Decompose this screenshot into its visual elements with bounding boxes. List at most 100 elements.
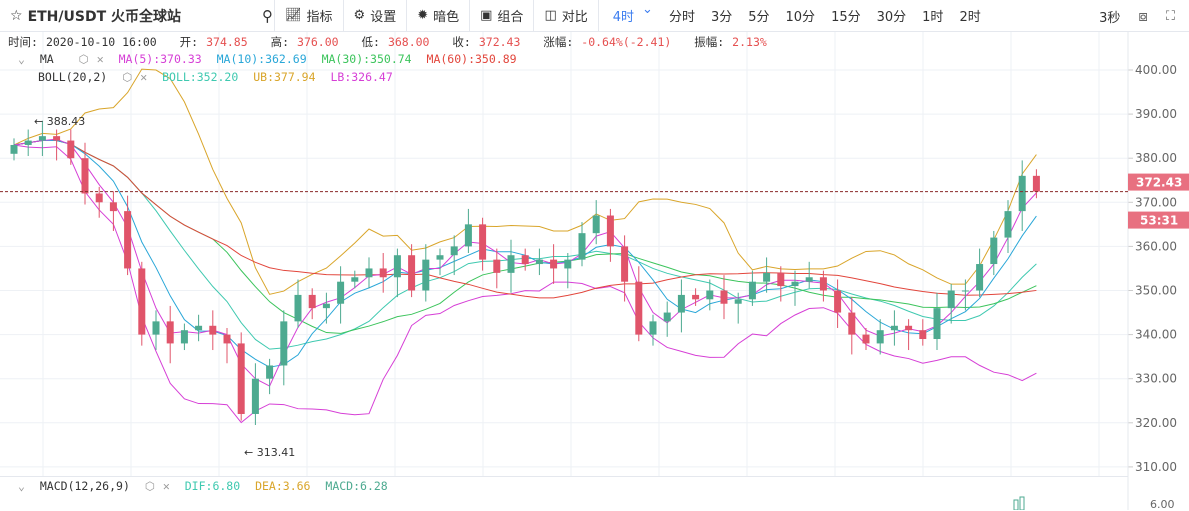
search-button[interactable]: ⚲	[262, 0, 275, 32]
close-icon[interactable]: ✕	[96, 52, 104, 66]
symbol-title[interactable]: ☆ ETH/USDT 火币全球站	[10, 7, 182, 25]
candle-body	[933, 308, 941, 340]
period-tab[interactable]: 分时	[668, 10, 695, 25]
boll-upper-line	[13, 68, 1037, 295]
period-tab[interactable]: 4时	[612, 10, 635, 25]
chevron-down-icon[interactable]: ⌄	[642, 2, 653, 17]
candle-body	[450, 246, 458, 256]
candle-body	[38, 136, 46, 141]
candle-body	[209, 325, 217, 335]
y-tick-label: 320.00	[1135, 416, 1177, 430]
ma60-line	[13, 140, 1037, 299]
amplitude-value: 2.13%	[732, 35, 767, 49]
candle-body	[53, 136, 61, 141]
candle-body	[408, 255, 416, 291]
candlestick-chart[interactable]: ← 388.43 ← 313.41 372.43 53:31 310.00 320.00 3…	[0, 32, 1189, 510]
compare-button[interactable]: ◫ 对比	[534, 0, 599, 32]
star-icon[interactable]: ☆	[10, 7, 23, 24]
candle-body	[67, 140, 75, 159]
candle-body	[635, 281, 643, 335]
y-tick-label: 390.00	[1135, 107, 1177, 121]
candle-body	[464, 224, 472, 247]
boll-legend: BOLL(20,2) ⬡ ✕ BOLL:352.20 UB:377.94 LB:3…	[38, 70, 393, 84]
candle-body	[237, 343, 245, 414]
collapse-icon[interactable]: ⌄	[18, 52, 25, 66]
candle-body	[692, 294, 700, 300]
settings-button[interactable]: ⚙ 设置	[344, 0, 408, 32]
settings-icon[interactable]: ⬡	[122, 70, 133, 84]
candle-body	[890, 325, 898, 331]
search-icon[interactable]: ⚲	[262, 6, 273, 25]
y-tick-label: 310.00	[1135, 460, 1177, 474]
y-tick-label: 400.00	[1135, 63, 1177, 77]
candle-body	[919, 330, 927, 340]
candle-body	[351, 277, 359, 282]
toolbar-right: 3秒 ⧇ ⛶	[1099, 0, 1189, 32]
close-icon[interactable]: ✕	[162, 479, 170, 493]
candle-body	[379, 268, 387, 278]
candle-body	[706, 290, 714, 300]
price-annotation: ← 388.43	[34, 115, 85, 128]
current-price-label: 372.43	[1136, 176, 1182, 190]
candle-body	[564, 259, 572, 269]
ma30-line	[13, 140, 1037, 334]
candle-body	[748, 281, 756, 300]
candle-body	[990, 237, 998, 265]
candle-body	[109, 202, 117, 212]
candle-body	[422, 259, 430, 291]
period-tabs: 4时 ⌄ 分时 3分 5分 10分 15分 30分 1时 2时	[599, 2, 989, 25]
close-value: 372.43	[478, 35, 521, 49]
candle-body	[592, 215, 600, 234]
camera-icon[interactable]: ⧇	[1138, 7, 1148, 25]
gear-icon: ⚙	[353, 8, 366, 23]
candle-body	[166, 321, 174, 344]
pane-divider	[0, 476, 1128, 477]
candle-body	[521, 255, 529, 265]
candle-body	[734, 299, 742, 304]
open-value: 374.85	[206, 35, 248, 49]
candle-body	[862, 334, 870, 344]
y-tick-label: 350.00	[1135, 284, 1177, 298]
candle-body	[677, 294, 685, 313]
refresh-interval[interactable]: 3秒	[1099, 10, 1121, 26]
countdown-label: 53:31	[1140, 214, 1178, 228]
candle-body	[365, 268, 373, 278]
period-tab[interactable]: 3分	[710, 10, 733, 25]
candle-body	[848, 312, 856, 335]
dark-mode-button[interactable]: ✹ 暗色	[407, 0, 471, 32]
macd-axis-tick: 6.00	[1150, 498, 1175, 511]
candle-body	[393, 255, 401, 278]
period-tab[interactable]: 15分	[831, 10, 861, 25]
candle-body	[507, 255, 515, 273]
candle-body	[10, 144, 18, 154]
candle-body	[308, 294, 316, 309]
candle-body	[535, 259, 543, 265]
period-tab[interactable]: 30分	[876, 10, 907, 25]
collapse-icon[interactable]: ⌄	[18, 479, 25, 493]
settings-icon[interactable]: ⬡	[144, 479, 155, 493]
candle-body	[251, 378, 259, 414]
macd-bar	[1019, 496, 1025, 510]
candle-body	[606, 215, 614, 247]
candle-body	[763, 272, 771, 282]
candle-body	[550, 259, 558, 269]
candle-body	[81, 158, 89, 194]
period-tab[interactable]: 2时	[959, 10, 981, 25]
candle-body	[493, 259, 501, 273]
settings-icon[interactable]: ⬡	[78, 52, 89, 66]
fullscreen-icon[interactable]: ⛶	[1165, 8, 1175, 24]
period-tab[interactable]: 10分	[785, 10, 816, 25]
low-value: 368.00	[387, 35, 430, 49]
candle-body	[791, 281, 799, 287]
indicator-icon: 📈︎	[285, 8, 302, 23]
close-icon[interactable]: ✕	[140, 70, 148, 84]
layout-button[interactable]: ▣ 组合	[470, 0, 535, 32]
candle-body	[138, 268, 146, 335]
period-tab[interactable]: 1时	[922, 10, 944, 25]
candle-body	[322, 303, 330, 309]
period-tab[interactable]: 5分	[748, 10, 770, 25]
compare-icon: ◫	[544, 8, 557, 23]
time-value: 2020-10-10 16:00	[45, 35, 157, 49]
candle-body	[95, 193, 103, 203]
indicator-button[interactable]: 📈︎ 指标	[275, 0, 344, 32]
